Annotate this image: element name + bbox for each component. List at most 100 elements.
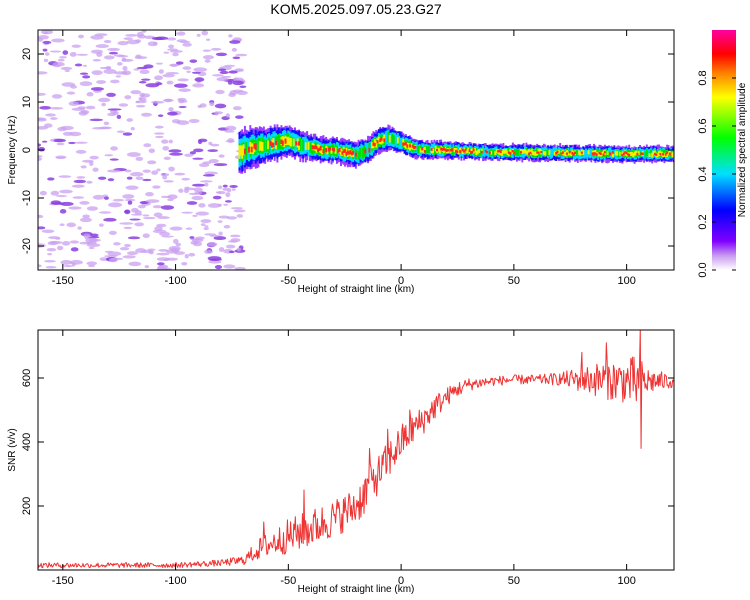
noise-blob xyxy=(229,90,238,96)
noise-blob xyxy=(167,111,178,116)
noise-blob xyxy=(108,230,117,235)
noise-blob xyxy=(38,118,47,122)
signal-cell xyxy=(317,148,319,153)
x-tick-label: 100 xyxy=(617,575,635,587)
signal-cell xyxy=(597,152,600,157)
noise-blob xyxy=(110,146,118,151)
signal-cell xyxy=(356,146,359,163)
noise-blob xyxy=(122,65,128,71)
signal-cell xyxy=(298,141,301,146)
signal-cell xyxy=(285,137,288,145)
noise-blob xyxy=(141,30,147,33)
noise-blob xyxy=(141,112,152,117)
noise-blob xyxy=(57,58,65,62)
signal-cell xyxy=(419,148,422,153)
noise-blob xyxy=(38,157,43,161)
noise-blob xyxy=(214,265,223,270)
signal-cell xyxy=(396,137,399,144)
noise-blob xyxy=(73,179,86,184)
signal-cell xyxy=(637,150,640,155)
noise-blob xyxy=(62,265,74,268)
y-tick-label: -10 xyxy=(21,190,33,206)
signal-cell xyxy=(387,131,390,143)
noise-blob xyxy=(110,257,124,261)
signal-cell xyxy=(280,139,283,145)
signal-cell xyxy=(628,153,631,157)
noise-blob xyxy=(49,240,63,245)
signal-cell xyxy=(625,151,628,155)
signal-cell xyxy=(557,149,560,154)
noise-blob xyxy=(42,48,48,52)
noise-blob xyxy=(184,153,194,157)
signal-cell xyxy=(323,144,326,154)
noise-blob xyxy=(121,57,127,62)
noise-blob xyxy=(188,252,196,257)
signal-cell xyxy=(668,152,671,156)
noise-blob xyxy=(168,166,175,172)
noise-blob xyxy=(91,70,103,76)
signal-cell xyxy=(442,148,445,154)
x-tick-label: 100 xyxy=(617,275,635,287)
signal-cell xyxy=(459,150,462,153)
noise-blob xyxy=(82,214,90,219)
signal-cell xyxy=(379,138,382,142)
signal-cell xyxy=(427,145,430,154)
noise-blob xyxy=(107,178,115,182)
signal-cell xyxy=(276,135,279,149)
noise-blob xyxy=(107,47,120,52)
signal-cell xyxy=(360,144,363,160)
signal-cell xyxy=(239,145,242,156)
signal-cell xyxy=(610,149,613,159)
noise-blob xyxy=(231,47,238,52)
signal-cell xyxy=(450,148,453,152)
noise-blob xyxy=(128,261,142,267)
noise-blob xyxy=(88,264,96,268)
signal-cell xyxy=(391,133,394,144)
signal-cell xyxy=(402,139,405,145)
signal-cell xyxy=(345,151,348,156)
noise-blob xyxy=(200,219,212,224)
noise-blob xyxy=(189,59,198,63)
signal-cell xyxy=(386,130,388,145)
signal-cell xyxy=(452,147,455,156)
signal-cell xyxy=(536,151,539,154)
signal-cell xyxy=(411,144,414,148)
signal-cell xyxy=(453,148,456,153)
noise-blob xyxy=(229,40,241,44)
x-tick-label: -100 xyxy=(165,575,187,587)
noise-blob xyxy=(38,92,46,96)
noise-blob xyxy=(155,62,163,65)
signal-cell xyxy=(538,148,541,154)
signal-cell xyxy=(380,137,383,145)
signal-cell xyxy=(261,141,264,152)
signal-cell xyxy=(388,135,391,143)
signal-cell xyxy=(476,149,479,155)
signal-cell xyxy=(430,148,433,151)
noise-blob xyxy=(112,198,125,202)
signal-cell xyxy=(517,149,520,156)
noise-blob xyxy=(236,90,248,95)
noise-blob xyxy=(188,118,200,123)
noise-blob xyxy=(69,260,83,265)
signal-cell xyxy=(279,135,282,150)
noise-blob xyxy=(124,198,136,202)
signal-cell xyxy=(534,151,537,156)
noise-blob xyxy=(117,61,123,66)
signal-cell xyxy=(354,152,357,157)
noise-blob xyxy=(38,71,48,75)
noise-blob xyxy=(200,180,213,183)
signal-cell xyxy=(599,152,602,155)
noise-blob xyxy=(99,66,112,70)
signal-cell xyxy=(519,151,522,154)
noise-blob xyxy=(38,146,46,152)
signal-cell xyxy=(640,152,643,155)
noise-blob xyxy=(217,220,223,223)
signal-cell xyxy=(383,138,386,142)
noise-blob xyxy=(71,184,85,188)
noise-blob xyxy=(44,260,56,263)
signal-cell xyxy=(559,150,562,157)
noise-blob xyxy=(175,242,182,247)
signal-cell xyxy=(565,152,568,155)
signal-cell xyxy=(602,153,605,157)
signal-cell xyxy=(413,145,416,150)
